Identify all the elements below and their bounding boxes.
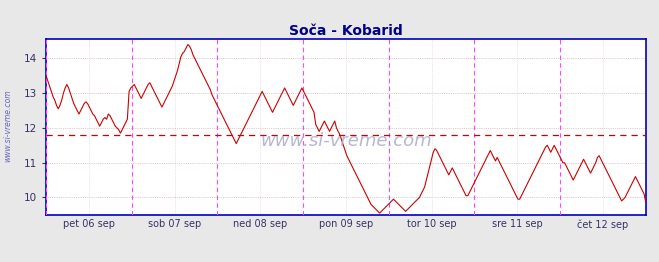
Text: www.si-vreme.com: www.si-vreme.com: [260, 132, 432, 150]
Title: Soča - Kobarid: Soča - Kobarid: [289, 24, 403, 38]
Text: www.si-vreme.com: www.si-vreme.com: [3, 89, 13, 162]
